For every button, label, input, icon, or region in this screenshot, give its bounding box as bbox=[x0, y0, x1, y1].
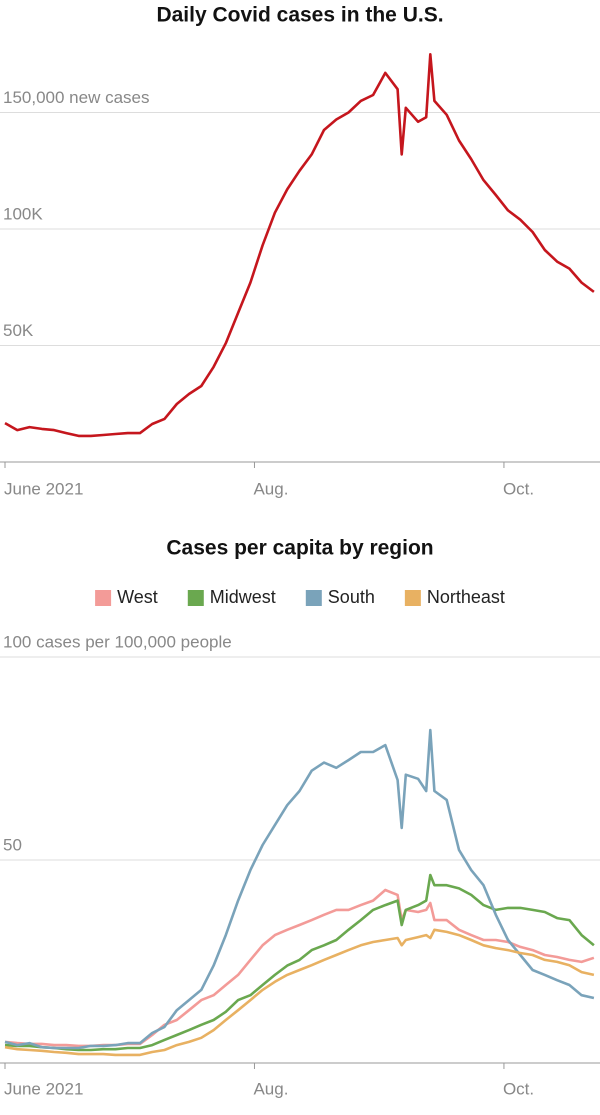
legend-swatch bbox=[187, 590, 204, 606]
x-tick-label: June 2021 bbox=[4, 479, 83, 498]
data-line bbox=[4, 888, 595, 1048]
data-line bbox=[4, 873, 595, 1052]
data-line bbox=[4, 928, 595, 1057]
y-tick-label: 150,000 new cases bbox=[3, 88, 150, 107]
x-tick-label: Aug. bbox=[253, 479, 288, 498]
data-line bbox=[4, 53, 595, 438]
y-tick-label: 100K bbox=[3, 204, 43, 223]
y-tick-label: 100 cases per 100,000 people bbox=[3, 632, 232, 651]
legend-label: West bbox=[117, 587, 158, 607]
x-tick-label: Aug. bbox=[253, 1079, 288, 1098]
chart-title: Cases per capita by region bbox=[166, 537, 433, 560]
y-tick-label: 50K bbox=[3, 321, 34, 340]
x-tick-label: Oct. bbox=[503, 1079, 534, 1098]
chart-title: Daily Covid cases in the U.S. bbox=[156, 4, 443, 27]
legend-label: Northeast bbox=[427, 587, 505, 607]
legend-swatch bbox=[95, 590, 112, 606]
y-tick-label: 50 bbox=[3, 835, 22, 854]
x-tick-label: June 2021 bbox=[4, 1079, 83, 1098]
x-tick-label: Oct. bbox=[503, 479, 534, 498]
legend-label: South bbox=[328, 587, 375, 607]
legend-label: Midwest bbox=[210, 587, 276, 607]
data-line bbox=[4, 728, 595, 1050]
legend-swatch bbox=[404, 590, 421, 606]
legend-swatch bbox=[305, 590, 322, 606]
